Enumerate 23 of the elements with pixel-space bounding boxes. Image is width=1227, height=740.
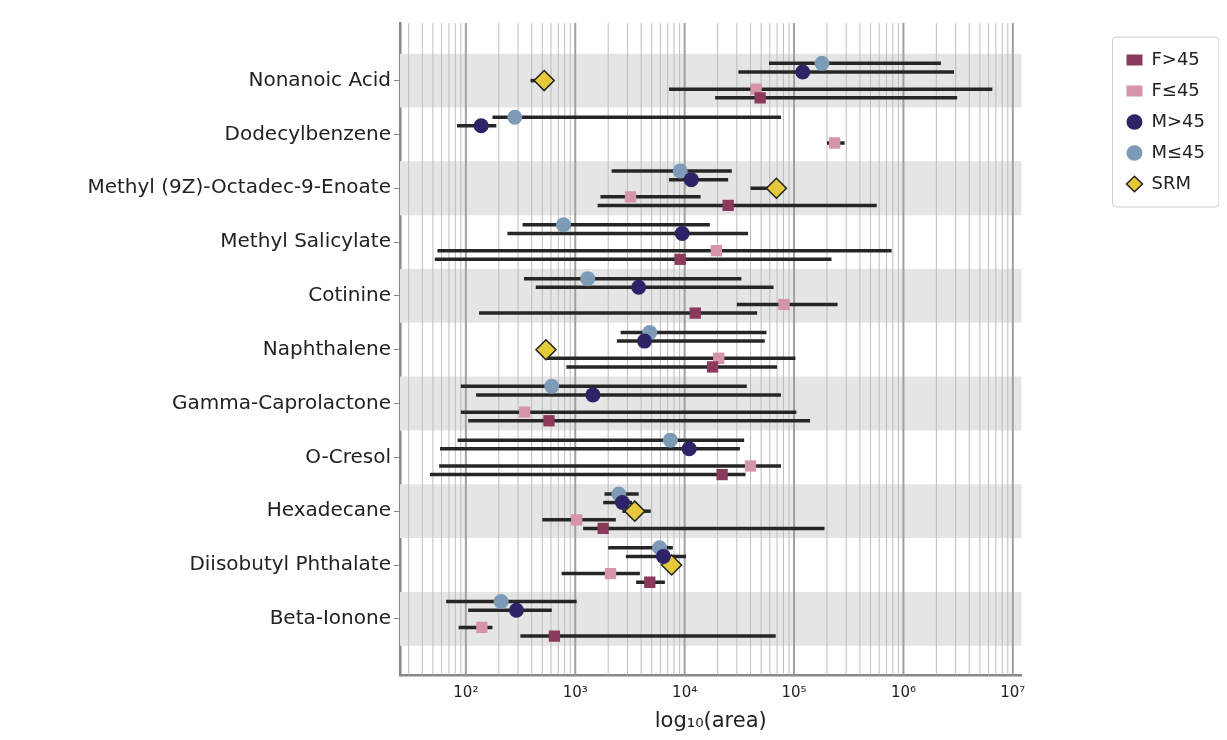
x-tick-label: 10² [453,682,479,701]
legend-label: F≤45 [1151,78,1200,100]
y-tick-label: Nonanoic Acid [248,66,391,91]
x-axis-title: log₁₀(area) [654,707,767,732]
x-tick-label: 10⁶ [890,682,916,701]
legend-label: M≤45 [1151,140,1206,162]
y-tick-label: Hexadecane [266,497,391,522]
y-tick-label: Diisobutyl Phthalate [189,551,391,576]
y-tick-label: Methyl (9Z)-Octadec-9-Enoate [87,174,391,199]
x-tick-label: 10⁷ [1000,682,1026,701]
y-tick-label: Beta-Ionone [269,605,391,630]
y-tick-label: Methyl Salicylate [220,228,391,253]
x-tick-label: 10³ [562,682,588,701]
legend-label: F>45 [1151,47,1200,69]
x-tick-label: 10⁴ [672,682,698,701]
legend-label: SRM [1151,171,1191,193]
legend-label: M>45 [1151,109,1206,131]
y-tick-label: Dodecylbenzene [224,120,391,145]
x-tick-label: 10⁵ [781,682,807,701]
y-tick-label: Naphthalene [262,335,391,360]
y-tick-label: Gamma-Caprolactone [172,389,391,414]
y-tick-label: O-Cresol [305,443,391,468]
y-tick-label: Cotinine [308,282,391,307]
